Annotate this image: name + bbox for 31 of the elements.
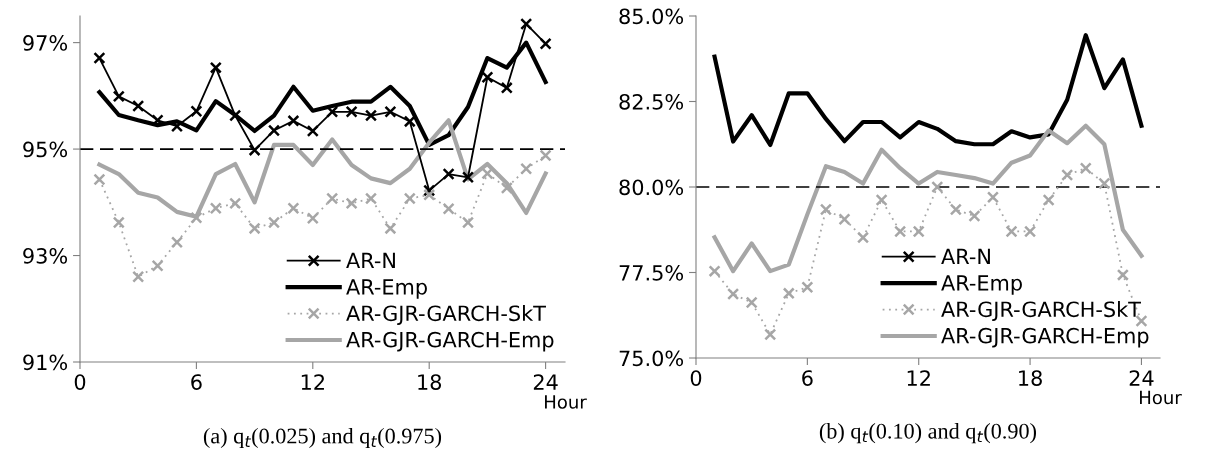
x-tick-label: 24 — [533, 374, 558, 390]
y-tick-label: 80.0% — [619, 179, 684, 196]
x-tick-label: 12 — [301, 374, 324, 390]
y-tick-label: 82.5% — [619, 93, 684, 110]
y-tick-label: 95% — [23, 141, 68, 158]
x-tick-label: 18 — [1019, 370, 1042, 386]
y-tick-label: 97% — [23, 35, 68, 51]
y-tick-label: 85.0% — [619, 8, 684, 25]
legend-label: AR-GJR-GARCH-SkT — [346, 305, 546, 326]
legend-label: AR-N — [346, 252, 395, 269]
text: (a) q$_{t}$(0.025) and q$_{t}$(0.975) — [203, 427, 442, 449]
y-tick-label: 75.0% — [619, 350, 684, 367]
legend-label: AR-N — [941, 248, 990, 265]
legend-label: AR-GJR-GARCH-SkT — [941, 301, 1141, 322]
x-axis-title: Hour — [545, 395, 587, 409]
y-tick-label: 93% — [23, 247, 68, 264]
x-tick-label: 24 — [1129, 370, 1154, 386]
legend-label: AR-Emp — [941, 275, 1022, 295]
text: (b) q$_{t}$(0.10) and q$_{t}$(0.90) — [819, 423, 1037, 444]
y-tick-label: 77.5% — [619, 264, 684, 281]
legend-label: AR-Emp — [346, 279, 427, 299]
legend-label: AR-GJR-GARCH-Emp — [346, 331, 554, 352]
x-tick-label: 0 — [74, 374, 86, 390]
y-tick-label: 91% — [23, 354, 68, 371]
x-axis-title: Hour — [1140, 390, 1182, 405]
x-tick-label: 6 — [191, 374, 202, 390]
x-tick-label: 12 — [907, 370, 930, 386]
x-tick-label: 6 — [802, 370, 813, 386]
legend-label: AR-GJR-GARCH-Emp — [941, 327, 1149, 348]
x-tick-label: 18 — [418, 374, 442, 390]
x-tick-label: 0 — [690, 370, 702, 386]
